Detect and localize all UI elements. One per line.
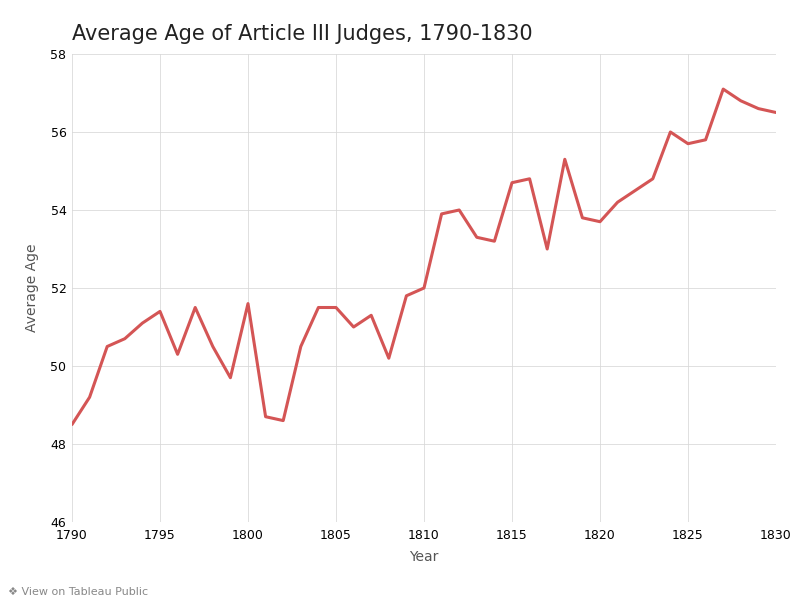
- X-axis label: Year: Year: [410, 550, 438, 564]
- Text: ❖ View on Tableau Public: ❖ View on Tableau Public: [8, 587, 148, 597]
- Y-axis label: Average Age: Average Age: [26, 244, 39, 332]
- Text: Average Age of Article III Judges, 1790-1830: Average Age of Article III Judges, 1790-…: [72, 24, 533, 44]
